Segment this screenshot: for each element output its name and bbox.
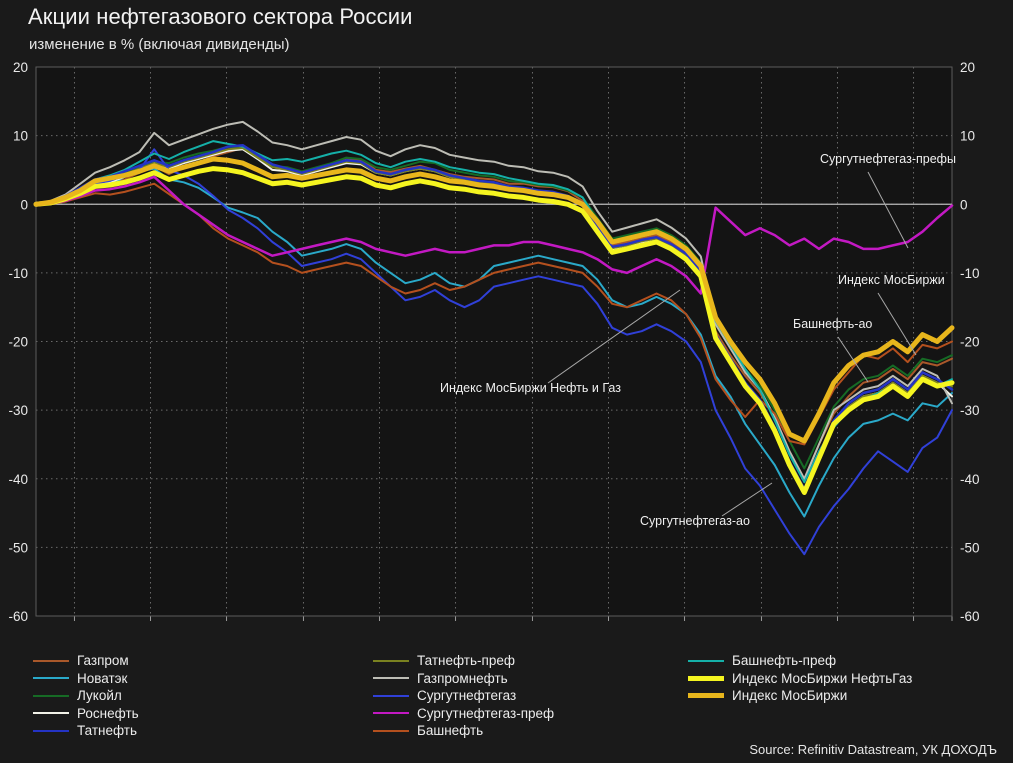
y-axis-tick-label-left: 20 [13,60,28,75]
legend-item-label: Башнефть [417,723,484,738]
legend-color-swatch [373,729,409,732]
annotation-label: Сургутнефтегаз-ао [640,514,750,528]
y-axis-tick-label-right: -10 [960,266,980,281]
legend-item[interactable]: Индекс МосБиржи [688,687,912,705]
legend-color-swatch [33,712,69,715]
legend-item-label: Татнефть [77,723,138,738]
legend-item[interactable]: Новатэк [33,670,139,688]
annotation-leader-line [837,336,869,383]
legend-color-swatch [373,659,409,662]
series-line [33,156,955,444]
y-axis-tick-label-left: -40 [8,472,28,487]
y-axis-tick-label-left: 10 [13,129,28,144]
annotation-leader-line [547,289,681,384]
y-axis-tick-label-right: -50 [960,540,980,555]
legend-item[interactable]: Газпром [33,652,139,670]
annotation-label: Сургутнефтегаз-префы [820,152,956,166]
y-axis-tick-label-right: 0 [960,197,968,212]
legend-item[interactable]: Лукойл [33,687,139,705]
series-line [35,167,953,518]
y-axis-tick-label-left: -50 [8,540,28,555]
annotation-label: Индекс МосБиржи [838,273,945,287]
legend-column-1: Газпром Новатэк Лукойл Роснефть Татнефть [33,652,139,740]
y-axis-tick-label-right: -20 [960,335,980,350]
legend-item[interactable]: Башнефть [373,722,554,740]
legend-item-label: Индекс МосБиржи [732,688,848,703]
annotation-label: Индекс МосБиржи Нефть и Газ [440,381,621,395]
legend-item-label: Новатэк [77,670,128,686]
legend-color-swatch [688,659,724,662]
y-axis-tick-label-right: -60 [960,609,980,624]
legend-item-label: Сургутнефтегаз-преф [417,705,555,721]
y-axis-tick-label-right: -40 [960,472,980,487]
legend-item-label: Роснефть [77,705,139,721]
legend-color-swatch [33,659,69,662]
legend-item[interactable]: Сургутнефтегаз-преф [373,705,554,723]
series-line [35,120,953,480]
chart-plot-area: 20 20 10 10 0 0 -10 -10 -20 -20 -30 -30 -40 -40 -50 -50… [0,55,1013,625]
legend-item[interactable]: Роснефть [33,705,139,723]
legend-item-label: Башнефть-преф [732,653,837,668]
legend-color-swatch [373,677,409,680]
legend-item[interactable]: Газпромнефть [373,670,554,688]
annotation-leader-line [721,482,773,517]
y-axis-tick-label-left: -10 [8,266,28,281]
annotation-leader-line [867,171,909,249]
page-title: Акции нефтегазового сектора России [28,4,413,29]
legend-color-swatch [33,677,69,680]
y-axis-tick-label-right: 20 [960,60,975,75]
line-chart-svg: 20 20 10 10 0 0 -10 -10 -20 -20 -30 -30 -40 -40 -50 -50… [8,60,980,624]
series-line [34,175,954,295]
legend-item-label: Газпром [77,653,129,668]
legend-column-2: Татнефть-преф Газпромнефть Сургутнефтегаз С… [373,652,554,740]
legend-item[interactable]: Сургутнефтегаз [373,687,554,705]
y-axis-tick-label-left: 0 [20,197,28,212]
series-line [35,140,953,484]
legend-item[interactable]: Татнефть-преф [373,652,554,670]
legend-item[interactable]: Индекс МосБиржи НефтьГаз [688,670,912,688]
legend-item-label: Сургутнефтегаз [417,688,517,703]
legend-color-swatch [373,694,409,697]
legend-column-3: Башнефть-преф Индекс МосБиржи НефтьГаз Инд… [688,652,912,705]
legend-item-label: Индекс МосБиржи НефтьГаз [732,670,913,686]
legend-color-swatch [688,693,724,699]
legend-item-label: Татнефть-преф [417,653,515,668]
chart-legend: Газпром Новатэк Лукойл Роснефть Татнефть Тат… [0,652,1013,747]
y-axis-tick-label-right: -30 [960,403,980,418]
y-axis-tick-label-left: -20 [8,335,28,350]
y-axis-tick-label-right: 10 [960,129,975,144]
legend-color-swatch [688,675,724,681]
legend-item[interactable]: Татнефть [33,722,139,740]
legend-item-label: Лукойл [77,688,122,703]
series-line [35,148,953,556]
series-line [35,145,953,470]
y-axis-tick-label-left: -30 [8,403,28,418]
legend-color-swatch [373,712,409,715]
page-subtitle: изменение в % (включая дивиденды) [29,36,290,53]
legend-item[interactable]: Башнефть-преф [688,652,912,670]
y-axis-tick-label-left: -60 [8,609,28,624]
series-line [33,166,955,495]
source-note: Source: Refinitiv Datastream, УК ДОХОДЪ [749,742,997,757]
annotation-leader-line [877,292,917,356]
annotation-label: Башнефть-ао [793,317,872,331]
legend-color-swatch [33,694,69,697]
legend-item-label: Газпромнефть [417,670,508,686]
legend-color-swatch [33,729,69,732]
